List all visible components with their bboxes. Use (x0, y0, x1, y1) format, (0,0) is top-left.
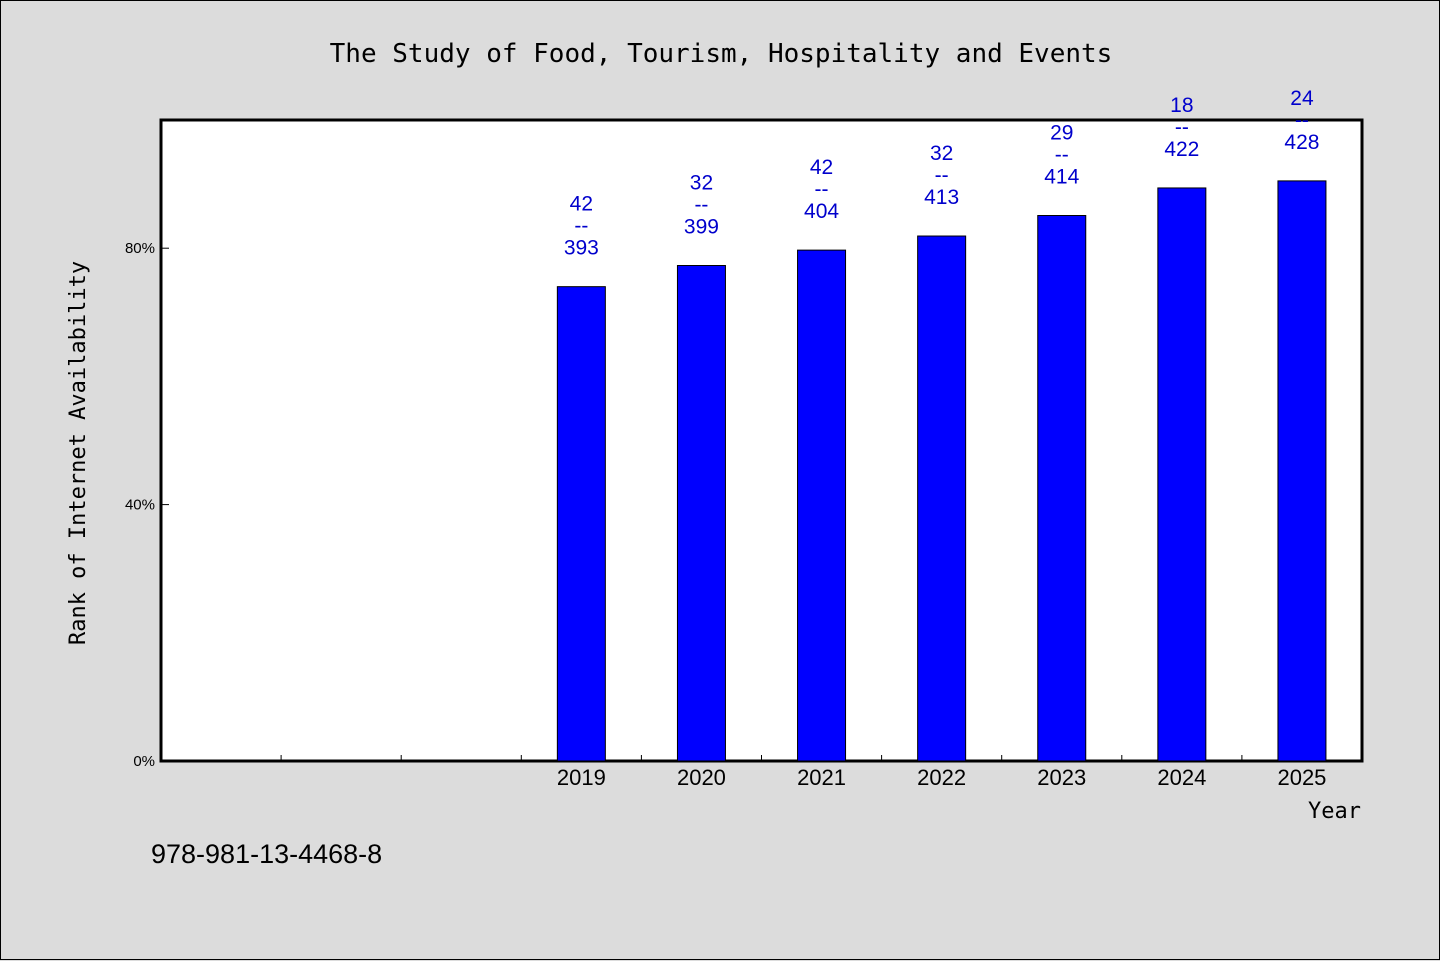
data-label-bottom-2019: 393 (564, 237, 599, 260)
data-label-top-2022: 32 (930, 142, 953, 165)
bar-2023 (1037, 215, 1087, 762)
data-label-bottom-2023: 414 (1044, 166, 1079, 189)
data-label-sep-2020: -- (694, 194, 708, 217)
data-labels-group: 42--39332--39942--40432--41329--41418--4… (564, 87, 1320, 260)
x-tick-label-2023: 2023 (1037, 765, 1086, 790)
data-label-top-2025: 24 (1290, 87, 1314, 110)
x-tick-label-2020: 2020 (677, 765, 726, 790)
bars-group (556, 180, 1327, 762)
data-label-sep-2025: -- (1295, 109, 1309, 132)
isbn-text: 978-981-13-4468-8 (151, 839, 382, 869)
data-label-top-2019: 42 (570, 193, 593, 216)
chart-title: The Study of Food, Tourism, Hospitality … (330, 39, 1113, 69)
x-tick-label-2019: 2019 (557, 765, 606, 790)
data-label-bottom-2022: 413 (924, 186, 959, 209)
bar-2019 (556, 286, 606, 762)
data-label-top-2020: 32 (690, 172, 713, 195)
y-tick-label: 80% (125, 240, 155, 257)
data-label-sep-2024: -- (1175, 116, 1189, 139)
x-axis-label: Year (1308, 799, 1361, 824)
y-tick-label: 0% (133, 753, 155, 770)
x-tick-label-2022: 2022 (917, 765, 966, 790)
data-label-top-2023: 29 (1050, 122, 1073, 145)
data-label-bottom-2025: 428 (1284, 131, 1319, 154)
y-axis-label: Rank of Internet Availability (66, 261, 91, 645)
data-label-top-2024: 18 (1170, 94, 1193, 117)
x-tick-label-2025: 2025 (1277, 765, 1326, 790)
bar-2020 (676, 265, 726, 762)
data-label-sep-2019: -- (574, 215, 588, 238)
y-ticks-group: 0% 40% 80% (125, 240, 169, 770)
bar-2021 (797, 249, 847, 762)
data-label-sep-2022: -- (935, 164, 949, 187)
data-label-top-2021: 42 (810, 156, 833, 179)
bar-2022 (917, 235, 967, 762)
data-label-bottom-2020: 399 (684, 216, 719, 239)
data-label-sep-2023: -- (1055, 144, 1069, 167)
data-label-sep-2021: -- (815, 178, 829, 201)
x-tick-label-2024: 2024 (1157, 765, 1206, 790)
bar-2024 (1157, 187, 1207, 762)
y-tick-label: 40% (125, 497, 155, 514)
bar-2025 (1277, 180, 1327, 762)
data-label-bottom-2024: 422 (1164, 138, 1199, 161)
x-tick-label-2021: 2021 (797, 765, 846, 790)
data-label-bottom-2021: 404 (804, 200, 839, 223)
x-ticks-group: 2019 2020 2021 2022 2023 2024 2025 (280, 755, 1326, 790)
